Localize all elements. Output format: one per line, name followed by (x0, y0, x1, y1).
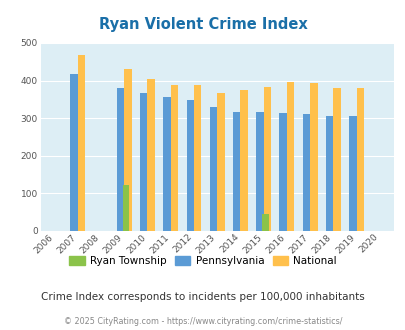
Bar (286, 82, 294, 231)
Bar (209, 107, 217, 231)
Bar (147, 79, 155, 231)
Bar (240, 89, 247, 231)
Legend: Ryan Township, Pennsylvania, National: Ryan Township, Pennsylvania, National (65, 252, 340, 270)
Bar (356, 88, 363, 231)
Bar (333, 88, 340, 231)
Bar (117, 88, 124, 231)
Bar (309, 83, 317, 231)
Bar (348, 116, 356, 231)
Bar (263, 87, 271, 231)
Bar (279, 113, 286, 231)
Bar (302, 114, 309, 231)
Bar (262, 214, 268, 231)
Bar (124, 69, 131, 231)
Text: © 2025 CityRating.com - https://www.cityrating.com/crime-statistics/: © 2025 CityRating.com - https://www.city… (64, 317, 341, 326)
Bar (171, 85, 178, 231)
Text: Crime Index corresponds to incidents per 100,000 inhabitants: Crime Index corresponds to incidents per… (41, 292, 364, 302)
Bar (194, 85, 201, 231)
Bar (123, 185, 129, 231)
Bar (140, 93, 147, 231)
Bar (163, 97, 171, 231)
Bar (78, 55, 85, 231)
Bar (232, 113, 240, 231)
Bar (217, 92, 224, 231)
Bar (325, 116, 333, 231)
Bar (70, 74, 78, 231)
Bar (256, 113, 263, 231)
Bar (186, 100, 194, 231)
Text: Ryan Violent Crime Index: Ryan Violent Crime Index (98, 17, 307, 32)
